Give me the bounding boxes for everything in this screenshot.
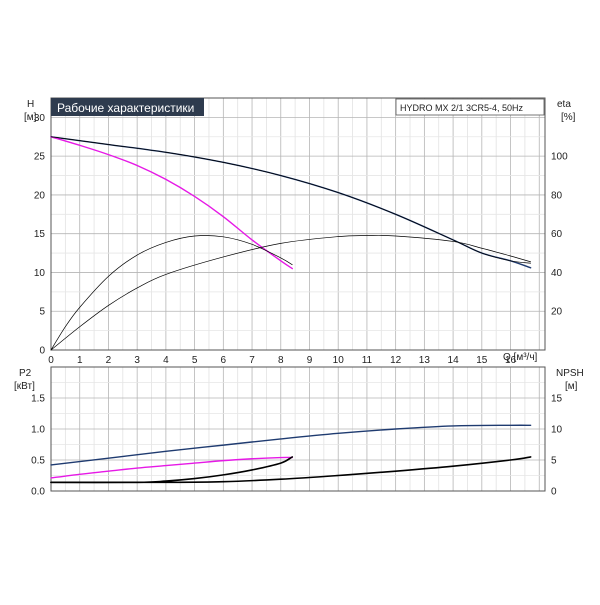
- top-grid: [50, 97, 545, 351]
- series-line-head: [50, 136, 531, 264]
- y-left-tick-label: 25: [34, 152, 46, 163]
- y-left-tick-label: 1.5: [31, 394, 45, 405]
- bottom-tick-labels: 0.0 0.5 1.0 1.5 0 5 10 15: [31, 394, 562, 498]
- y-right-tick-label: 0: [551, 487, 557, 498]
- x-tick-label: 4: [163, 355, 169, 366]
- y-right-tick-label: 100: [551, 152, 568, 163]
- y-left-unit: [м]: [24, 112, 37, 123]
- y-right-tick-label: 40: [551, 268, 563, 279]
- y-right-unit: [%]: [561, 112, 576, 123]
- y-left-name-bottom: P2: [19, 368, 32, 379]
- x-tick-label: 1: [77, 355, 83, 366]
- y-left-name: H: [27, 99, 34, 110]
- y-left-tick-label: 15: [34, 229, 46, 240]
- x-axis-label: Q [м³/ч]: [503, 352, 538, 363]
- bottom-series-group: [50, 424, 532, 484]
- product-label: HYDRO MX 2/1 3CR5-4, 50Hz: [400, 103, 524, 113]
- x-tick-label: 0: [48, 355, 54, 366]
- y-left-unit-bottom: [кВт]: [14, 381, 35, 392]
- y-right-tick-label: 20: [551, 307, 563, 318]
- y-right-tick-label: 10: [551, 425, 563, 436]
- y-right-tick-label: 15: [551, 394, 563, 405]
- x-tick-label: 10: [333, 355, 345, 366]
- series-line-npsh: [50, 456, 532, 484]
- chart-title: Рабочие характеристики: [57, 101, 194, 115]
- power-npsh-panel: 0.0 0.5 1.0 1.5 0 5 10 15 P2 [кВт] NPSH [м]: [14, 366, 584, 498]
- y-right-name-bottom: NPSH: [556, 368, 584, 379]
- y-left-tick-label: 0.5: [31, 456, 45, 467]
- y-left-tick-label: 30: [34, 113, 46, 124]
- x-tick-label: 8: [278, 355, 284, 366]
- series-line-power: [50, 456, 293, 479]
- x-tick-label: 3: [134, 355, 140, 366]
- y-right-tick-label: 60: [551, 229, 563, 240]
- y-left-tick-label: 0: [39, 346, 45, 357]
- x-tick-label: 13: [419, 355, 431, 366]
- title-banner: [51, 98, 204, 116]
- y-left-tick-label: 10: [34, 268, 46, 279]
- top-series-group: [50, 136, 532, 351]
- y-right-tick-label: 80: [551, 190, 563, 201]
- x-tick-label: 9: [307, 355, 313, 366]
- x-tick-label: 14: [448, 355, 460, 366]
- x-tick-label: 11: [362, 355, 373, 366]
- top-plot-area: [51, 98, 545, 350]
- y-left-tick-label: 1.0: [31, 425, 45, 436]
- x-tick-label: 12: [390, 355, 402, 366]
- series-line-power: [50, 424, 532, 466]
- y-right-name: eta: [557, 99, 571, 110]
- series-line-eta: [50, 235, 293, 351]
- y-right-tick-label: 5: [551, 456, 557, 467]
- x-tick-label: 5: [192, 355, 198, 366]
- y-left-tick-label: 5: [39, 307, 45, 318]
- x-tick-label: 6: [221, 355, 227, 366]
- x-tick-label: 16: [505, 355, 517, 366]
- x-tick-label: 2: [106, 355, 112, 366]
- y-left-tick-label: 0.0: [31, 487, 45, 498]
- x-tick-label: 15: [476, 355, 488, 366]
- top-plot-frame: [50, 97, 546, 351]
- series-line-eta: [50, 235, 531, 351]
- y-left-tick-label: 20: [34, 190, 46, 201]
- x-tick-label: 7: [249, 355, 255, 366]
- product-label-box: [395, 98, 545, 116]
- y-right-unit-bottom: [м]: [565, 381, 578, 392]
- bottom-plot-frame: [50, 366, 546, 492]
